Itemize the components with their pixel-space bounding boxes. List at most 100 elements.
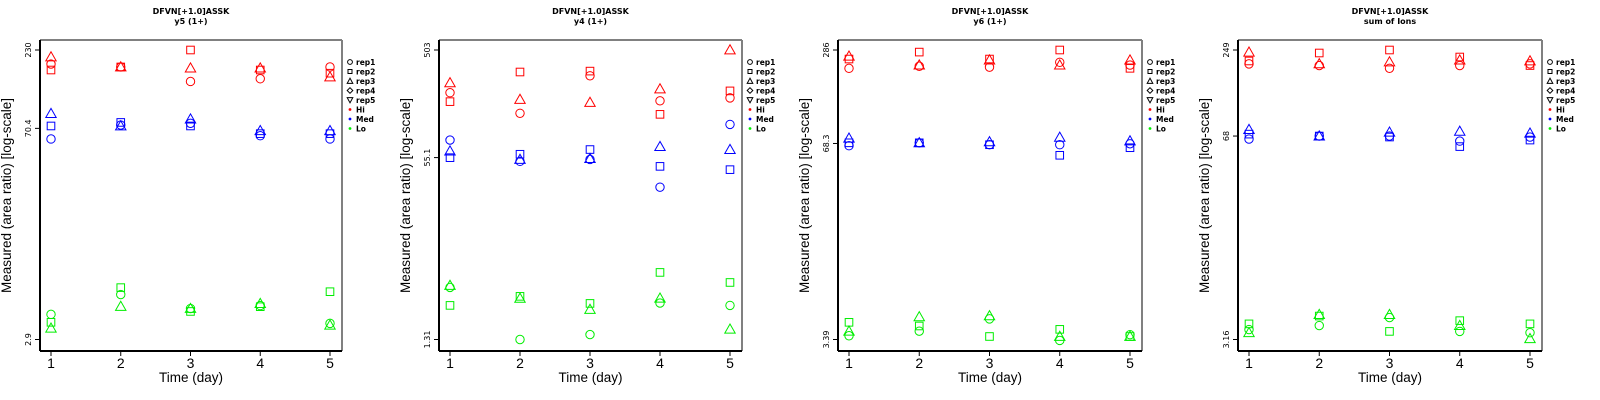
data-point-med-rep2 — [1125, 143, 1135, 153]
x-tick-label: 5 — [1526, 355, 1534, 371]
legend-label: rep2 — [356, 67, 375, 76]
legend-label: rep2 — [1156, 67, 1175, 76]
data-point-lo-rep1 — [585, 329, 595, 340]
legend-label: rep5 — [756, 96, 775, 105]
legend-item-med: Med — [1148, 115, 1174, 124]
chart-title: DFVN[+1.0]ASSK — [952, 7, 1030, 16]
chart-subtitle: y6 (1+) — [973, 17, 1006, 26]
triangle-up-icon — [746, 77, 754, 84]
legend-item-rep3: rep3 — [1146, 77, 1175, 86]
data-point-lo-rep1 — [1525, 328, 1535, 338]
data-point-med-rep3 — [983, 135, 996, 147]
dot-icon — [748, 127, 752, 130]
data-point-lo-rep3 — [1123, 330, 1137, 341]
legend-item-lo: Lo — [348, 124, 366, 133]
x-tick-label: 4 — [256, 355, 264, 371]
data-point-med-rep3 — [583, 152, 597, 163]
legend-item-med: Med — [1548, 115, 1574, 124]
data-point-med-rep1 — [725, 119, 735, 130]
data-point-hi-rep2 — [1055, 45, 1065, 55]
data-point-med-rep3 — [184, 112, 197, 124]
data-point-med-rep1 — [445, 135, 455, 145]
data-point-hi-rep3 — [184, 61, 197, 73]
y-tick-label: 249 — [1222, 42, 1231, 57]
data-point-med-rep1 — [46, 134, 56, 144]
legend-label: Hi — [1556, 105, 1565, 114]
legend-label: rep3 — [756, 77, 775, 86]
square-icon — [1547, 69, 1553, 74]
legend-label: Lo — [356, 124, 366, 133]
data-point-lo-rep2 — [1055, 325, 1065, 334]
data-point-hi-rep1 — [185, 76, 196, 87]
data-point-med-rep2 — [186, 121, 195, 131]
x-axis-label: Time (day) — [958, 370, 1022, 385]
data-point-med-rep3 — [842, 132, 856, 143]
y-tick-label: 2.9 — [24, 333, 33, 346]
legend-label: rep4 — [1556, 86, 1575, 95]
legend-label: rep1 — [1556, 58, 1575, 67]
legend-label: Lo — [1556, 124, 1566, 133]
legend-label: Lo — [1156, 124, 1166, 133]
legend-label: rep1 — [356, 58, 375, 67]
x-tick-label: 1 — [1245, 355, 1253, 371]
legend-label: rep5 — [1156, 96, 1175, 105]
data-point-hi-rep3 — [1313, 57, 1326, 69]
data-point-lo-rep1 — [1455, 326, 1465, 337]
chart-subtitle: y5 (1+) — [174, 17, 207, 26]
data-point-hi-rep2 — [725, 86, 735, 96]
dot-icon — [1548, 108, 1552, 111]
legend-item-rep3: rep3 — [746, 77, 775, 86]
y-tick-label: 503 — [423, 42, 432, 57]
dot-icon — [1548, 127, 1552, 130]
data-point-hi-rep2 — [325, 68, 335, 78]
legend-label: rep4 — [756, 86, 775, 95]
data-point-lo-rep3 — [1383, 308, 1396, 320]
diamond-icon — [1146, 86, 1154, 95]
legend-item-rep3: rep3 — [1546, 77, 1575, 86]
data-point-hi-rep1 — [255, 74, 265, 84]
data-point-hi-rep1 — [325, 62, 335, 72]
legend-item-lo: Lo — [1548, 124, 1566, 133]
data-point-hi-rep2 — [1244, 56, 1254, 66]
legend-item-hi: Hi — [1548, 105, 1565, 114]
legend-item-rep2: rep2 — [747, 67, 775, 76]
data-point-med-rep2 — [515, 149, 525, 159]
legend-item-lo: Lo — [748, 124, 766, 133]
legend-item-rep1: rep1 — [347, 58, 375, 67]
legend-item-hi: Hi — [1148, 105, 1165, 114]
legend-label: Hi — [756, 105, 765, 114]
data-point-hi-rep3 — [513, 93, 527, 104]
legend-label: rep3 — [1156, 77, 1175, 86]
data-point-hi-rep2 — [445, 97, 455, 106]
legend-item-rep5: rep5 — [746, 96, 775, 105]
data-point-med-rep3 — [1242, 123, 1256, 134]
data-point-lo-rep2 — [655, 268, 665, 277]
data-point-lo-rep3 — [1313, 308, 1326, 320]
data-point-hi-rep1 — [1055, 57, 1065, 67]
triangle-down-icon — [1146, 97, 1154, 104]
data-point-med-rep3 — [44, 107, 58, 118]
legend-item-rep3: rep3 — [346, 77, 375, 86]
data-point-hi-rep3 — [1523, 54, 1537, 66]
data-point-med-rep2 — [585, 145, 595, 154]
y-tick-label: 70.4 — [24, 119, 33, 137]
data-point-med-rep3 — [443, 144, 457, 156]
diamond-icon — [346, 86, 354, 95]
data-point-hi-rep2 — [515, 67, 525, 77]
x-tick-label: 1 — [446, 355, 454, 371]
data-point-hi-rep3 — [1053, 58, 1066, 70]
data-point-lo-rep2 — [445, 301, 455, 310]
data-point-lo-rep2 — [186, 307, 195, 316]
data-point-lo-rep1 — [844, 331, 854, 341]
data-point-med-rep3 — [1523, 126, 1537, 138]
data-point-lo-rep1 — [914, 326, 924, 336]
data-point-hi-rep2 — [655, 110, 665, 119]
y-tick-label: 3.16 — [1222, 331, 1231, 349]
data-point-med-rep3 — [653, 140, 667, 152]
legend-item-rep1: rep1 — [1547, 58, 1575, 67]
chart-subtitle: sum of Ions — [1364, 17, 1417, 26]
